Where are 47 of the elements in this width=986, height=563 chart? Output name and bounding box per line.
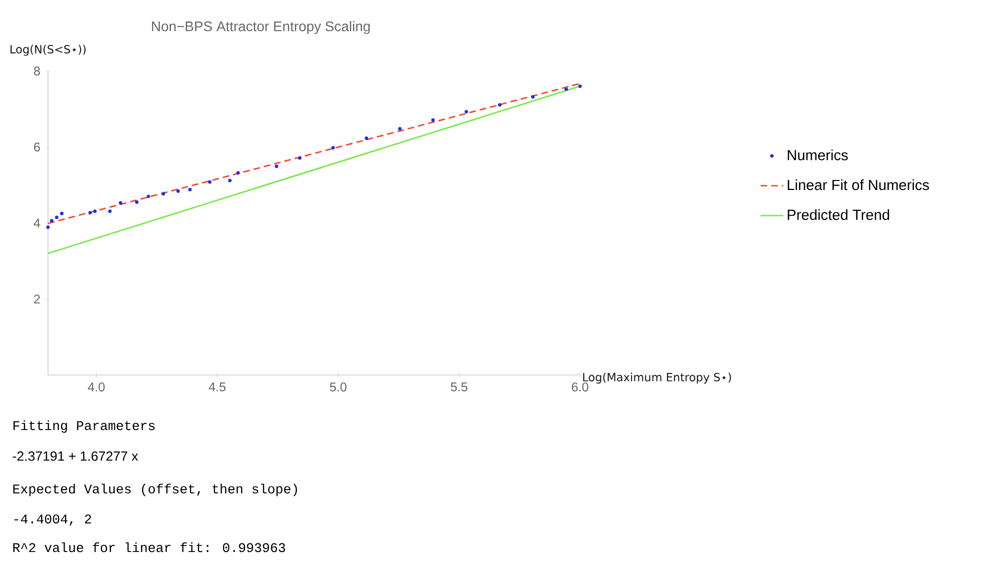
y-tick-label: 4 [34, 218, 40, 228]
text: Fitting Parameters [14, 420, 155, 433]
point [464, 110, 468, 114]
point [93, 210, 97, 213]
point [108, 210, 112, 213]
point [364, 136, 368, 140]
x-axis-title: Log(Maximum Entropy S⋆) [583, 372, 731, 384]
legend-label: Predicted Trend [788, 209, 890, 220]
x-tick-label: 6.0 [572, 382, 588, 392]
point [54, 216, 58, 220]
point [208, 180, 212, 184]
point [298, 156, 302, 160]
legend-label: Numerics [788, 150, 848, 160]
point [135, 200, 138, 204]
y-tick-label: 6 [34, 142, 40, 152]
x-tick-label: 5.0 [330, 382, 346, 392]
text: Expected Values (offset, then slope) [13, 484, 297, 496]
point [188, 188, 192, 192]
point [118, 201, 122, 205]
text: R^2 value for linear fit: 0.993963 [13, 542, 286, 552]
point [46, 225, 50, 229]
point [578, 84, 582, 88]
text: -4.4004, 2 [14, 514, 92, 526]
x-tick-label: 4.0 [88, 382, 105, 392]
point [176, 189, 180, 193]
legend-label: Linear Fit of Numerics [788, 179, 929, 190]
point [50, 219, 54, 222]
point [498, 103, 502, 107]
point [531, 95, 535, 99]
y-tick-label: 8 [34, 66, 40, 76]
point [146, 194, 150, 198]
text: -2.37191 + 1.67277 x [12, 451, 138, 461]
x-tick-label: 4.5 [208, 382, 226, 392]
y-axis-title: Log(N(S<S⋆)) [10, 44, 86, 56]
point [398, 127, 402, 131]
point [228, 178, 232, 182]
point [162, 192, 166, 196]
chart-title: Non−BPS Attractor Entropy Scaling [152, 21, 370, 34]
point [236, 171, 240, 175]
point [274, 164, 278, 168]
y-tick-label: 2 [34, 294, 40, 304]
point [60, 212, 64, 216]
point [331, 146, 335, 150]
point [88, 211, 92, 214]
point [431, 118, 435, 122]
x-tick-label: 5.5 [450, 382, 468, 392]
point [564, 88, 568, 91]
